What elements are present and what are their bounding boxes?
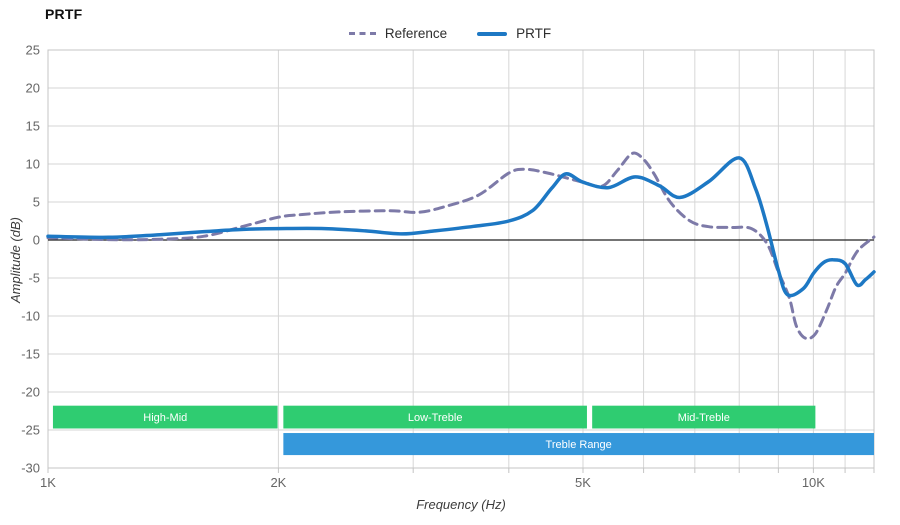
legend-label-reference: Reference — [384, 26, 448, 41]
svg-text:High-Mid: High-Mid — [143, 412, 187, 424]
reference-dashed-line-swatch — [348, 32, 376, 35]
svg-text:5: 5 — [33, 195, 40, 210]
svg-text:25: 25 — [26, 43, 40, 58]
svg-text:10: 10 — [26, 157, 40, 172]
svg-text:-5: -5 — [28, 271, 40, 286]
svg-text:Low-Treble: Low-Treble — [408, 412, 463, 424]
legend-item-reference: Reference — [348, 26, 448, 41]
svg-text:-25: -25 — [21, 423, 40, 438]
svg-text:-15: -15 — [21, 347, 40, 362]
y-axis-title-wrap: Amplitude (dB) — [2, 0, 28, 520]
chart-legend: Reference PRTF — [0, 26, 900, 41]
svg-text:5K: 5K — [575, 475, 591, 490]
legend-item-prtf: PRTF — [477, 26, 551, 41]
svg-text:Treble Range: Treble Range — [546, 439, 612, 451]
svg-text:2K: 2K — [270, 475, 286, 490]
svg-text:0: 0 — [33, 233, 40, 248]
svg-text:-10: -10 — [21, 309, 40, 324]
x-axis-title: Frequency (Hz) — [416, 497, 506, 512]
prtf-solid-line-swatch — [477, 31, 508, 36]
svg-text:-20: -20 — [21, 385, 40, 400]
svg-text:15: 15 — [26, 119, 40, 134]
chart-title: PRTF — [45, 6, 83, 22]
svg-text:20: 20 — [26, 81, 40, 96]
legend-label-prtf: PRTF — [516, 26, 552, 41]
svg-text:Mid-Treble: Mid-Treble — [678, 412, 730, 424]
y-axis-title: Amplitude (dB) — [7, 217, 23, 303]
svg-text:-30: -30 — [21, 461, 40, 476]
svg-text:1K: 1K — [40, 475, 56, 490]
svg-text:10K: 10K — [802, 475, 825, 490]
